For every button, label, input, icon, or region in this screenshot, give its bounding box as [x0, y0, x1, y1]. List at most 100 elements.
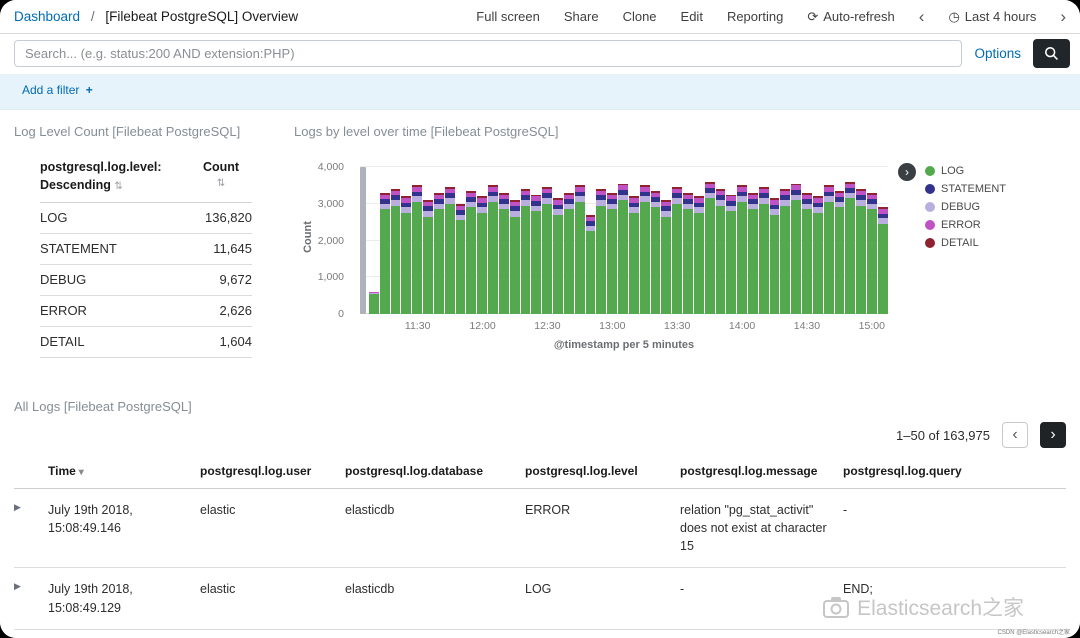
column-header-log-level[interactable]: postgresql.log.level: Descending ⇅ — [40, 155, 190, 203]
chart-bar[interactable] — [574, 185, 585, 314]
chart-bar[interactable] — [423, 200, 433, 314]
bar-segment-detail — [618, 183, 628, 186]
bar-segment-statement — [877, 213, 888, 219]
column-header-query[interactable]: postgresql.log.query — [843, 456, 1066, 489]
chart-bar[interactable] — [726, 194, 737, 314]
time-forward-button[interactable]: › — [1060, 7, 1066, 26]
bar-segment-error — [867, 194, 877, 199]
chart-bar[interactable] — [433, 192, 444, 314]
row-expand-icon[interactable]: ▶ — [14, 567, 48, 630]
chart-bar[interactable] — [488, 185, 498, 314]
chart-bar[interactable] — [553, 198, 563, 314]
chart-bar[interactable] — [531, 194, 542, 314]
chart-bar[interactable] — [401, 196, 412, 314]
chart-bar[interactable] — [834, 190, 845, 314]
bar-segment-debug — [683, 203, 693, 210]
add-filter-button[interactable]: Add a filter + — [22, 83, 93, 97]
bar-segment-debug — [401, 207, 412, 213]
legend-item-error[interactable]: ERROR — [925, 219, 1006, 231]
bar-segment-statement — [802, 199, 812, 204]
legend-toggle-button[interactable]: › — [898, 163, 916, 181]
chart-bar[interactable] — [639, 185, 650, 314]
chart-bar[interactable] — [683, 192, 693, 314]
table-row[interactable]: LOG 136,820 — [40, 202, 252, 234]
chart-bar[interactable] — [737, 185, 747, 314]
legend-item-debug[interactable]: DEBUG — [925, 201, 1006, 213]
chart-bar[interactable] — [704, 181, 715, 314]
time-back-button[interactable]: ‹ — [918, 7, 925, 26]
chart-bar[interactable] — [412, 185, 423, 314]
edit-button[interactable]: Edit — [680, 9, 703, 24]
share-button[interactable]: Share — [563, 9, 599, 24]
search-button[interactable] — [1033, 39, 1070, 68]
chart-bar[interactable] — [747, 192, 758, 314]
chart-bar[interactable] — [455, 203, 466, 314]
chart-bar[interactable] — [628, 196, 639, 314]
column-header-database[interactable]: postgresql.log.database — [345, 456, 525, 489]
chart-bar[interactable] — [715, 189, 726, 314]
column-header-user[interactable]: postgresql.log.user — [200, 456, 345, 489]
chart-bar[interactable] — [856, 189, 867, 314]
chart-bar[interactable] — [563, 192, 574, 314]
full-screen-button[interactable]: Full screen — [476, 9, 540, 24]
legend-item-statement[interactable]: STATEMENT — [925, 183, 1006, 195]
chart-bar[interactable] — [369, 291, 379, 314]
chart-bar[interactable] — [444, 187, 455, 314]
column-header-time[interactable]: Time ▾ — [48, 456, 200, 489]
legend-item-log[interactable]: LOG — [925, 165, 1006, 177]
chart-bar[interactable] — [390, 189, 401, 314]
bar-segment-debug — [715, 200, 726, 206]
column-header-level[interactable]: postgresql.log.level — [525, 456, 680, 489]
bar-segment-debug — [758, 198, 769, 204]
chart-bar[interactable] — [812, 196, 823, 314]
chart-bar[interactable] — [867, 192, 877, 314]
chart-bar[interactable] — [823, 185, 834, 314]
chart-bar[interactable] — [618, 183, 628, 314]
chart-bar[interactable] — [769, 198, 780, 314]
chart-bar[interactable] — [379, 192, 390, 314]
chart-bar[interactable] — [661, 200, 672, 314]
table-row[interactable]: DEBUG 9,672 — [40, 264, 252, 296]
chart-bar[interactable] — [802, 192, 812, 314]
next-page-button[interactable]: › — [1040, 422, 1066, 448]
chart-drag-handle[interactable] — [360, 167, 366, 314]
column-header-count[interactable]: Count ⇅ — [190, 155, 252, 203]
time-picker-button[interactable]: ◷ Last 4 hours — [948, 9, 1036, 25]
chart-bar[interactable] — [693, 196, 704, 314]
chart-bar[interactable] — [520, 189, 531, 314]
chart-bar[interactable] — [672, 187, 683, 314]
chart-bar[interactable] — [845, 181, 856, 314]
legend-item-detail[interactable]: DETAIL — [925, 237, 1006, 249]
sort-icon[interactable]: ⇅ — [216, 177, 226, 189]
bar-segment-debug — [737, 196, 747, 202]
chart-bar[interactable] — [758, 187, 769, 314]
chart-bar[interactable] — [585, 214, 596, 314]
reporting-button[interactable]: Reporting — [726, 9, 784, 24]
dashboard-content: Log Level Count [Filebeat PostgreSQL] po… — [0, 110, 1080, 638]
row-expand-icon[interactable]: ▶ — [14, 488, 48, 569]
table-row[interactable]: DETAIL 1,604 — [40, 326, 252, 358]
auto-refresh-button[interactable]: ⟳ Auto-refresh — [807, 9, 894, 25]
chart-bar[interactable] — [509, 200, 520, 314]
chart-bar[interactable] — [477, 196, 488, 314]
chart-bar[interactable] — [596, 189, 607, 314]
chart-bar[interactable] — [542, 187, 553, 314]
chart-bar[interactable] — [650, 190, 661, 314]
table-row[interactable]: ERROR 2,626 — [40, 295, 252, 327]
sort-icon[interactable]: ⇅ — [114, 180, 123, 192]
filter-bar: Add a filter + — [0, 74, 1080, 110]
chart-bar[interactable] — [877, 207, 888, 314]
chart-bar[interactable] — [780, 189, 791, 314]
row-expand-icon[interactable]: ▶ — [14, 629, 48, 638]
chart-bar[interactable] — [498, 192, 509, 314]
previous-page-button[interactable]: ‹ — [1002, 422, 1028, 448]
breadcrumb-dashboard-link[interactable]: Dashboard — [14, 9, 81, 24]
chart-bar[interactable] — [466, 190, 477, 314]
column-header-message[interactable]: postgresql.log.message — [680, 456, 843, 489]
chart-bar[interactable] — [791, 183, 802, 314]
options-link[interactable]: Options — [974, 46, 1021, 61]
table-row[interactable]: STATEMENT 11,645 — [40, 233, 252, 265]
search-input[interactable] — [14, 40, 963, 67]
chart-bar[interactable] — [607, 192, 618, 314]
clone-button[interactable]: Clone — [622, 9, 657, 24]
